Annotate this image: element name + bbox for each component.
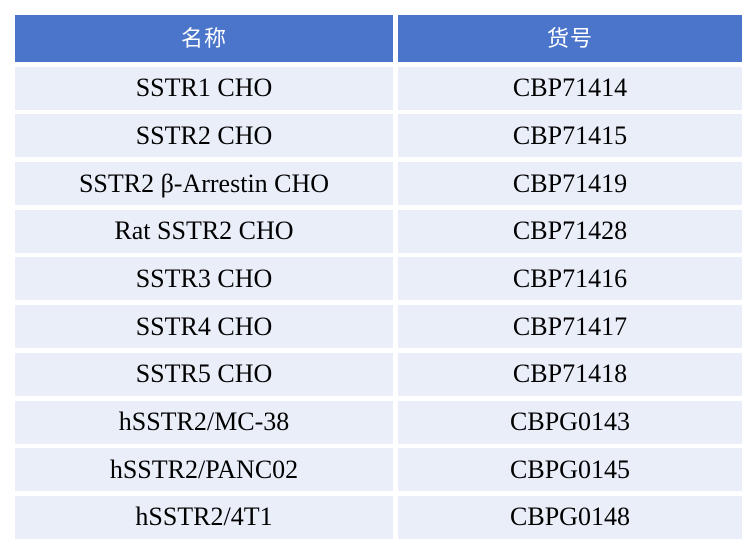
cell-product-name: SSTR2 β-Arrestin CHO bbox=[15, 162, 393, 206]
cell-product-name: SSTR1 CHO bbox=[15, 66, 393, 110]
product-table: 名称 货号 SSTR1 CHO CBP71414 SSTR2 CHO CBP71… bbox=[15, 15, 742, 539]
cell-product-name: hSSTR2/PANC02 bbox=[15, 448, 393, 492]
cell-catalog-number: CBP71419 bbox=[398, 162, 742, 206]
cell-catalog-number: CBPG0148 bbox=[398, 495, 742, 539]
cell-product-name: Rat SSTR2 CHO bbox=[15, 209, 393, 253]
cell-product-name: SSTR5 CHO bbox=[15, 352, 393, 396]
cell-catalog-number: CBP71415 bbox=[398, 114, 742, 158]
cell-product-name: SSTR4 CHO bbox=[15, 305, 393, 349]
cell-catalog-number: CBP71417 bbox=[398, 305, 742, 349]
cell-catalog-number: CBP71414 bbox=[398, 66, 742, 110]
cell-catalog-number: CBPG0145 bbox=[398, 448, 742, 492]
cell-catalog-number: CBP71418 bbox=[398, 352, 742, 396]
cell-catalog-number: CBP71416 bbox=[398, 257, 742, 301]
column-header-name: 名称 bbox=[15, 15, 393, 62]
cell-catalog-number: CBP71428 bbox=[398, 209, 742, 253]
cell-product-name: hSSTR2/MC-38 bbox=[15, 400, 393, 444]
cell-product-name: SSTR3 CHO bbox=[15, 257, 393, 301]
cell-product-name: SSTR2 CHO bbox=[15, 114, 393, 158]
column-header-sku: 货号 bbox=[398, 15, 742, 62]
cell-catalog-number: CBPG0143 bbox=[398, 400, 742, 444]
cell-product-name: hSSTR2/4T1 bbox=[15, 495, 393, 539]
